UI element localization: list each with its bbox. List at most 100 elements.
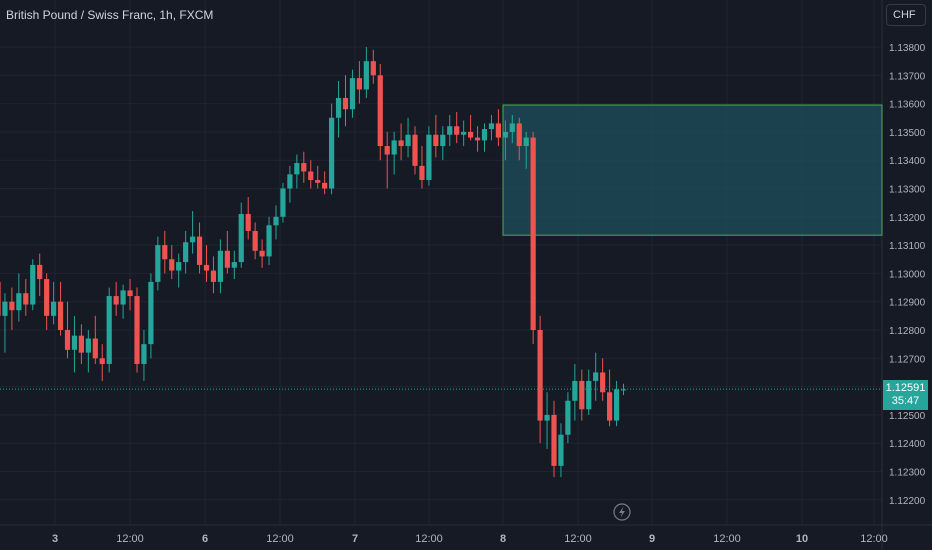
candle (412, 126, 418, 175)
candle (474, 126, 481, 152)
price-tick-label: 1.13800 (889, 43, 926, 54)
candle-body (280, 188, 286, 217)
candle-body (516, 123, 522, 147)
price-tick-label: 1.13200 (889, 213, 926, 224)
candle (391, 131, 397, 175)
candle-body (169, 259, 175, 271)
time-tick-label: 9 (649, 533, 655, 545)
candle (23, 279, 29, 316)
candle-body (586, 380, 592, 410)
price-tick-label: 1.12400 (889, 439, 926, 450)
candle-body (148, 281, 154, 345)
candle-body (481, 129, 488, 141)
candle (92, 315, 98, 364)
candle-body (398, 140, 404, 147)
price-tick-label: 1.13000 (889, 269, 926, 280)
lightning-bolt-icon (613, 503, 631, 521)
candle-body (342, 97, 349, 110)
candle (169, 245, 175, 280)
candle (551, 400, 557, 478)
candle-body (502, 131, 508, 138)
candle (51, 281, 57, 325)
candle (335, 80, 342, 138)
currency-button[interactable]: CHF (886, 4, 926, 26)
candle-body (224, 250, 230, 268)
candle-body (2, 301, 8, 316)
candle (600, 358, 606, 401)
candle-body (370, 61, 376, 76)
candle-body (544, 414, 550, 421)
price-tick-label: 1.12700 (889, 354, 926, 365)
time-tick-label: 12:00 (116, 533, 144, 545)
candle (9, 287, 15, 330)
candle (468, 114, 474, 141)
candle (273, 205, 279, 240)
candle-body (613, 389, 620, 421)
candle-body (51, 301, 57, 316)
candle (342, 75, 349, 127)
candle (377, 63, 383, 161)
candle (78, 324, 84, 364)
candle (0, 281, 1, 316)
candle-body (16, 293, 22, 311)
supply-zone-rect (502, 104, 883, 236)
candle (176, 253, 182, 288)
candle (196, 222, 203, 274)
candle (530, 131, 536, 345)
candle-body (106, 296, 112, 364)
candle-body (363, 61, 369, 90)
time-axis[interactable]: 3 12:00 6 12:00 7 12:00 8 12:00 9 12:00 10 12:00 (52, 533, 888, 545)
candle-body (155, 245, 161, 282)
candle (461, 120, 467, 147)
candle (30, 259, 36, 311)
candle-body (210, 270, 217, 282)
price-axis[interactable]: 1.13800 1.13700 1.13600 1.13500 1.13400 1.133… (889, 43, 926, 507)
candle-body (565, 400, 571, 435)
candle (558, 423, 564, 478)
candle (183, 230, 189, 274)
candle-body (190, 236, 196, 243)
candle (301, 151, 307, 183)
candle (294, 154, 300, 189)
candle-body (607, 392, 613, 421)
candle-body (99, 358, 105, 364)
candle (2, 293, 8, 353)
candle-body (217, 250, 223, 282)
candle-body (238, 213, 244, 263)
candle-body (356, 78, 362, 90)
candle (398, 123, 404, 161)
candle (224, 230, 230, 274)
candle (613, 380, 620, 427)
candle (113, 281, 119, 316)
candle-body (384, 146, 390, 155)
candle (586, 369, 592, 415)
current-price-tag: 1.12591 35:47 (883, 380, 928, 410)
candle (315, 165, 321, 189)
candle (71, 315, 78, 373)
candle-body (44, 279, 50, 316)
candle (426, 126, 432, 186)
candle (433, 114, 439, 158)
candle (405, 117, 411, 158)
candle-body (176, 262, 182, 271)
price-tick-label: 1.13400 (889, 156, 926, 167)
candle-body (308, 171, 314, 181)
candle (322, 171, 328, 195)
candle (363, 47, 369, 98)
candle (231, 250, 237, 280)
candle-body (92, 338, 98, 359)
candle (329, 103, 335, 195)
candle-body (85, 338, 91, 353)
candle-body (572, 380, 578, 401)
bar-countdown: 35:47 (891, 395, 920, 407)
candle (64, 301, 71, 359)
candle-body (329, 117, 335, 189)
candle (537, 315, 543, 444)
candle (16, 273, 22, 322)
candle (502, 120, 508, 161)
candle-body (9, 301, 15, 311)
candle (203, 245, 210, 282)
candle (127, 279, 133, 311)
candle-body (447, 126, 453, 135)
